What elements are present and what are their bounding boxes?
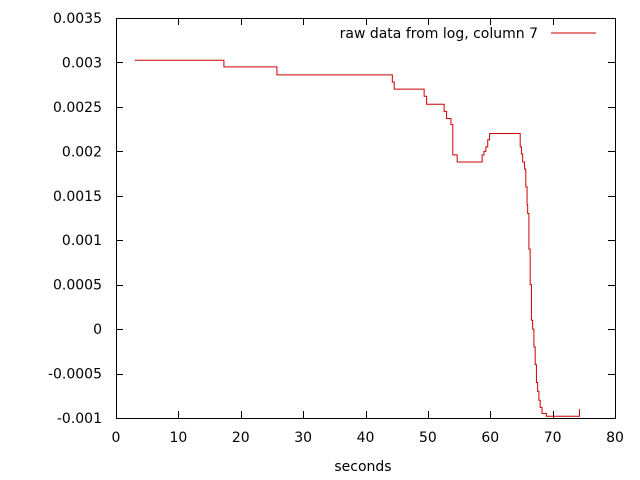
y-tick-label: 0.0015	[53, 189, 102, 205]
y-tick-label: -0.0005	[48, 367, 102, 383]
legend-label: raw data from log, column 7	[340, 26, 538, 42]
y-tick-label: 0.001	[62, 233, 102, 249]
y-tick-label: 0	[93, 322, 102, 338]
y-tick-label: 0.003	[62, 55, 102, 71]
y-tick-label: 0.002	[62, 144, 102, 160]
series-line	[134, 59, 580, 417]
x-axis-ticks: 0 10 20 30 40 50 60 70 80	[112, 18, 624, 446]
y-tick-label: 0.0035	[53, 11, 102, 27]
plot-border	[116, 18, 616, 419]
y-tick-label: -0.001	[57, 411, 102, 427]
x-tick-label: 40	[357, 430, 375, 446]
x-tick-label: 60	[481, 430, 499, 446]
x-tick-label: 80	[606, 430, 624, 446]
legend: raw data from log, column 7	[340, 26, 596, 42]
x-tick-label: 70	[544, 430, 562, 446]
y-axis-ticks: -0.001 -0.0005 0 0.0005 0.001 0.0015 0.002 0.00…	[48, 11, 615, 427]
y-tick-label: 0.0025	[53, 100, 102, 116]
y-tick-label: 0.0005	[53, 278, 102, 294]
x-tick-label: 50	[419, 430, 437, 446]
x-axis-title: seconds	[334, 459, 391, 475]
x-tick-label: 30	[294, 430, 312, 446]
x-tick-label: 0	[112, 430, 121, 446]
series-layer	[134, 59, 580, 417]
x-tick-label: 10	[169, 430, 187, 446]
x-tick-label: 20	[232, 430, 250, 446]
